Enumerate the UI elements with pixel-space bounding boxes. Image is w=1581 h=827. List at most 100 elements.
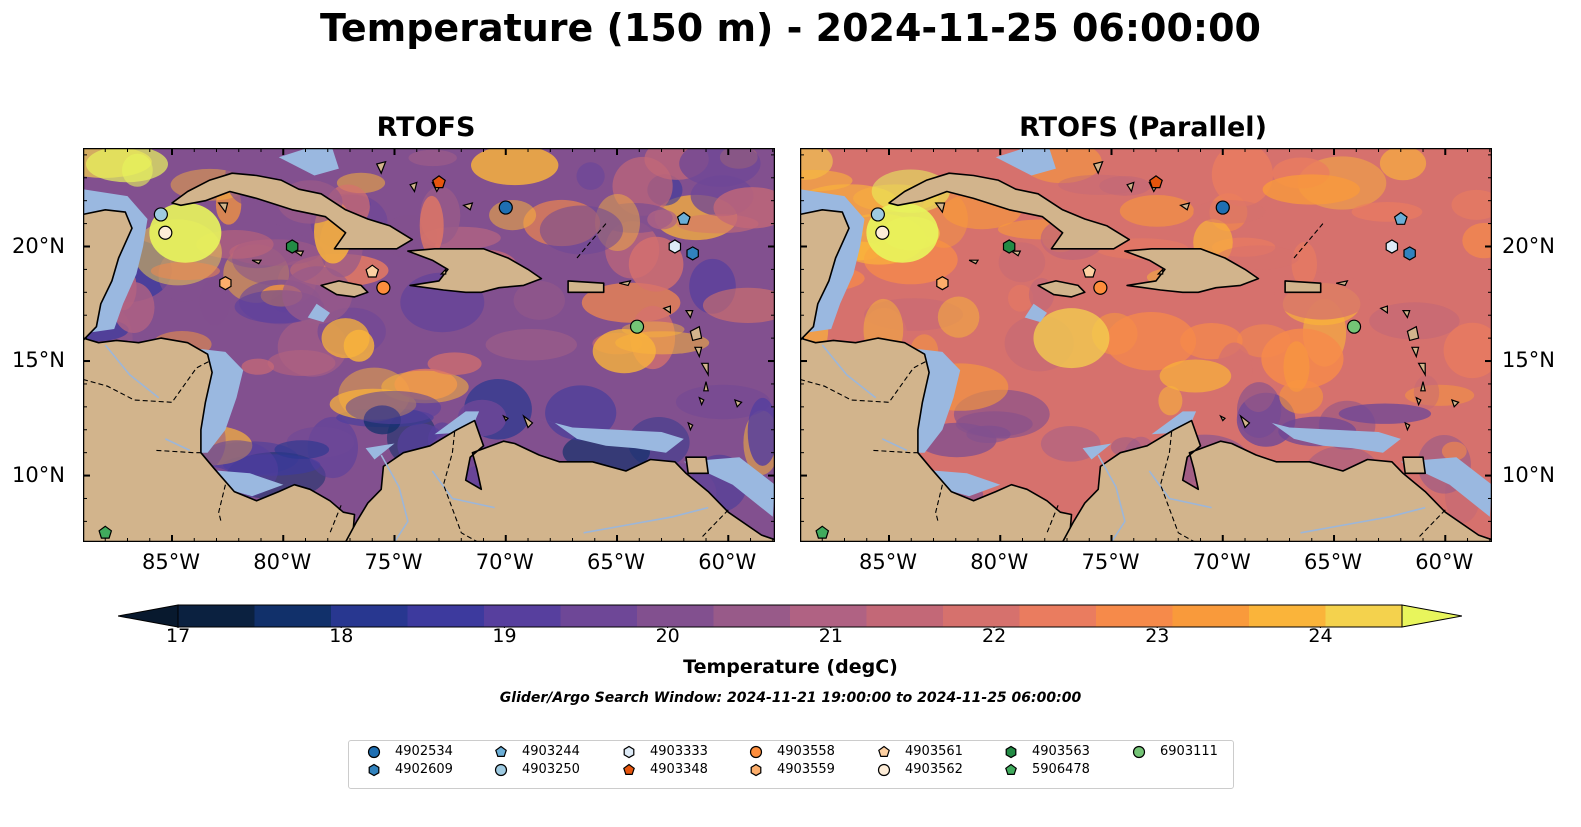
legend-label: 5906478 [1032,762,1090,777]
search-window-text: Glider/Argo Search Window: 2024-11-21 19… [499,690,1082,706]
float-marker-4903559[interactable] [936,276,949,291]
legend-item-4902534: 4902534 [367,744,453,759]
lat-tick-label-right: 15°N [1502,348,1555,373]
float-marker-6903111[interactable] [629,319,645,334]
colorbar-bin [1019,605,1097,627]
legend-item-4903333: 4903333 [622,744,708,759]
circle-marker-icon [367,745,381,758]
float-marker-4903250[interactable] [153,207,168,222]
float-marker-4903244[interactable] [676,211,691,225]
float-marker-4903348[interactable] [1149,175,1163,189]
colorbar-tick-label: 23 [1145,625,1170,647]
circle-marker-icon [494,763,508,776]
pentagon-marker-icon [623,763,635,775]
legend-label: 4902609 [395,762,453,777]
float-marker-4902609[interactable] [1403,246,1416,261]
colorbar-label: Temperature (degC) [683,656,898,678]
float-marker-4903558[interactable] [376,280,391,295]
float-marker-6903111[interactable] [1346,319,1362,334]
circle-marker-icon [749,745,763,758]
legend-label: 4903333 [650,744,708,759]
hexagon-marker-icon [750,763,762,776]
panel-title-rtofs-parallel: RTOFS (Parallel) [1019,112,1267,143]
colorbar-bin [1249,605,1326,627]
float-marker-4903561[interactable] [365,264,380,278]
lat-tick-label-left: 15°N [12,348,65,373]
float-marker-4903559[interactable] [219,276,232,291]
float-marker-4902534[interactable] [1215,200,1230,215]
float-marker-4902534[interactable] [498,200,513,215]
float-marker-4903250[interactable] [870,207,885,222]
float-marker-4903562[interactable] [875,225,890,240]
lon-tick-label: 75°W [1081,550,1140,574]
float-marker-4903563[interactable] [1002,239,1016,254]
lat-tick-label-right: 20°N [1502,233,1555,258]
legend-item-6903111: 6903111 [1132,744,1218,759]
float-marker-4903561[interactable] [1082,264,1097,278]
float-marker-4903244[interactable] [1393,211,1408,225]
lon-tick-label: 60°W [698,550,757,574]
float-marker-4903562[interactable] [158,225,173,240]
colorbar-tick-label: 20 [655,625,680,647]
colorbar-bin [866,605,944,627]
colorbar-bin [790,605,867,627]
circle-marker-icon [1132,745,1146,758]
hexagon-marker-icon [368,763,380,776]
colorbar-bin [407,605,485,627]
colorbar-bin [484,605,561,627]
legend-label: 4903558 [777,744,835,759]
float-marker-4903563[interactable] [285,239,299,254]
map-panel-rtofs-parallel[interactable] [800,148,1492,542]
legend-item-5906478: 5906478 [1004,762,1090,777]
lon-tick-label: 80°W [253,550,312,574]
legend-item-4903563: 4903563 [1004,744,1090,759]
colorbar-bin [331,605,408,627]
lat-tick-label-left: 20°N [12,233,65,258]
legend-label: 4903561 [905,744,963,759]
legend-item-4903559: 4903559 [749,762,835,777]
legend-label: 4903562 [905,762,963,777]
lat-tick-label-left: 10°N [12,462,65,487]
lon-tick-label: 70°W [475,550,534,574]
colorbar [118,604,1462,628]
colorbar-bin [1325,605,1403,627]
lon-tick-label: 85°W [859,550,917,574]
colorbar-tick-label: 21 [818,625,843,647]
pentagon-marker-icon [495,745,507,757]
map-panel-rtofs[interactable] [83,148,775,542]
hexagon-marker-icon [623,745,635,758]
float-marker-5906478[interactable] [98,525,113,539]
legend-item-4902609: 4902609 [367,762,453,777]
float-marker-4902609[interactable] [686,246,699,261]
colorbar-tick-label: 18 [329,625,354,647]
legend-label: 4902534 [395,744,453,759]
legend-item-4903244: 4903244 [494,744,580,759]
colorbar-bin [943,605,1020,627]
hexagon-marker-icon [1005,745,1017,758]
colorbar-tick-label: 22 [982,625,1007,647]
float-marker-4903348[interactable] [432,175,446,189]
float-marker-4903333[interactable] [668,239,682,254]
colorbar-tick-label: 19 [492,625,517,647]
legend-label: 4903559 [777,762,835,777]
float-marker-4903333[interactable] [1385,239,1399,254]
legend-label: 4903563 [1032,744,1090,759]
legend-item-4903558: 4903558 [749,744,835,759]
colorbar-bin [560,605,638,627]
legend-label: 4903250 [522,762,580,777]
figure-title: Temperature (150 m) - 2024-11-25 06:00:0… [319,6,1261,50]
colorbar-bin [1096,605,1173,627]
lon-tick-label: 75°W [364,550,423,574]
float-marker-4903558[interactable] [1093,280,1108,295]
colorbar-bin [254,605,332,627]
lon-tick-label: 60°W [1415,550,1474,574]
lon-tick-label: 65°W [1304,550,1363,574]
colorbar-extend-high [1401,604,1462,628]
lon-tick-label: 65°W [587,550,646,574]
colorbar-tick-label: 17 [166,625,191,647]
lat-tick-label-right: 10°N [1502,462,1555,487]
float-marker-5906478[interactable] [815,525,830,539]
colorbar-bin [178,605,255,627]
legend-item-4903561: 4903561 [877,744,963,759]
legend-label: 4903348 [650,762,708,777]
